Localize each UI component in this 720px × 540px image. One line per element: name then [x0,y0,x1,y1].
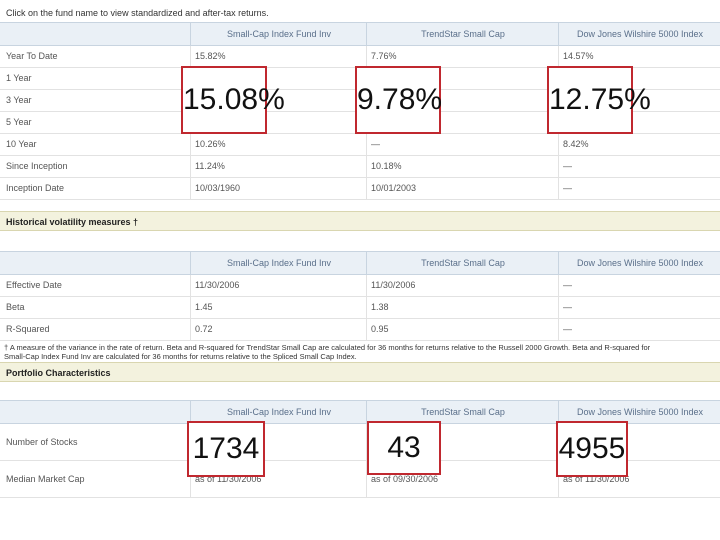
portfolio-header-row: Small-Cap Index Fund Inv TrendStar Small… [0,400,720,424]
callout-small-cap-return: 15.08% [181,66,285,134]
col-header-small-cap-index[interactable]: Small-Cap Index Fund Inv [190,23,367,45]
table-row: Inception Date 10/03/1960 10/01/2003— [0,178,720,200]
table-cell: 11.24% [190,156,366,177]
table-cell: 10.26% [190,134,366,155]
table-cell: 7.76% [366,46,558,67]
table-row: Median Market Cap as of 11/30/2006 as of 0… [0,461,720,498]
table-cell: — [558,156,720,177]
table-cell: — [558,319,720,340]
table-cell: 1.38 [366,297,558,318]
table-cell: 10.18% [366,156,558,177]
col-header-dow-jones-wilshire[interactable]: Dow Jones Wilshire 5000 Index [558,252,720,274]
col-header-trendstar[interactable]: TrendStar Small Cap [366,23,559,45]
col-header-trendstar[interactable]: TrendStar Small Cap [366,252,559,274]
table-cell: 10/01/2003 [366,178,558,199]
table-cell: 8.42% [558,134,720,155]
row-label: Inception Date [6,183,65,193]
table-cell: as of 09/30/2006 [366,461,558,497]
table-cell [366,424,558,460]
callout-wilshire-return: 12.75% [547,66,651,134]
row-label: R-Squared [6,324,50,334]
callout-small-cap-stocks: 1734 [187,421,265,477]
table-row: Year To Date 15.82% 7.76% 14.57% [0,46,720,68]
table-cell: 10/03/1960 [190,178,366,199]
table-cell: 11/30/2006 [366,275,558,296]
col-header-small-cap-index[interactable]: Small-Cap Index Fund Inv [190,252,367,274]
row-label: 10 Year [6,139,37,149]
table-row: R-Squared 0.72 0.95— [0,319,720,341]
row-label: 5 Year [6,117,32,127]
callout-wilshire-stocks: 4955 [556,421,628,477]
table-cell: 14.57% [558,46,720,67]
row-label: Median Market Cap [6,474,85,484]
table-cell: 15.82% [190,46,366,67]
table-cell: 0.95 [366,319,558,340]
volatility-footnote-line1: † A measure of the variance in the rate … [4,343,651,352]
callout-trendstar-return: 9.78% [355,66,442,134]
row-label: 1 Year [6,73,32,83]
col-header-trendstar[interactable]: TrendStar Small Cap [366,401,559,423]
volatility-section-header: Historical volatility measures † [0,211,720,231]
table-cell: 1.45 [190,297,366,318]
row-label: Effective Date [6,280,62,290]
intro-text: Click on the fund name to view standardi… [6,8,269,18]
table-row: Beta 1.45 1.38— [0,297,720,319]
table-cell: — [366,134,558,155]
row-label: Year To Date [6,51,58,61]
volatility-footnote-line2: Small-Cap Index Fund Inv are calculated … [4,352,357,361]
volatility-header-row: Small-Cap Index Fund Inv TrendStar Small… [0,251,720,275]
col-header-small-cap-index[interactable]: Small-Cap Index Fund Inv [190,401,367,423]
volatility-table: Small-Cap Index Fund Inv TrendStar Small… [0,251,720,341]
table-row: 10 Year 10.26% —8.42% [0,134,720,156]
table-cell: 0.72 [190,319,366,340]
callout-trendstar-stocks: 43 [367,421,441,475]
col-header-dow-jones-wilshire[interactable]: Dow Jones Wilshire 5000 Index [558,401,720,423]
table-cell: as of 11/30/2006 [558,461,720,497]
portfolio-table: Small-Cap Index Fund Inv TrendStar Small… [0,400,720,498]
table-cell: 11/30/2006 [190,275,366,296]
row-label: Since Inception [6,161,68,171]
table-row: Since Inception 11.24% 10.18% — [0,156,720,178]
table-row: Effective Date 11/30/2006 11/30/2006— [0,275,720,297]
returns-header-row: Small-Cap Index Fund Inv TrendStar Small… [0,22,720,46]
row-label: Number of Stocks [6,437,78,447]
col-header-dow-jones-wilshire[interactable]: Dow Jones Wilshire 5000 Index [558,23,720,45]
portfolio-section-header: Portfolio Characteristics [0,362,720,382]
row-label: 3 Year [6,95,32,105]
table-cell: as of 11/30/2006 [190,461,366,497]
table-cell: — [558,275,720,296]
table-cell: — [558,297,720,318]
table-cell: — [558,178,720,199]
row-label: Beta [6,302,25,312]
